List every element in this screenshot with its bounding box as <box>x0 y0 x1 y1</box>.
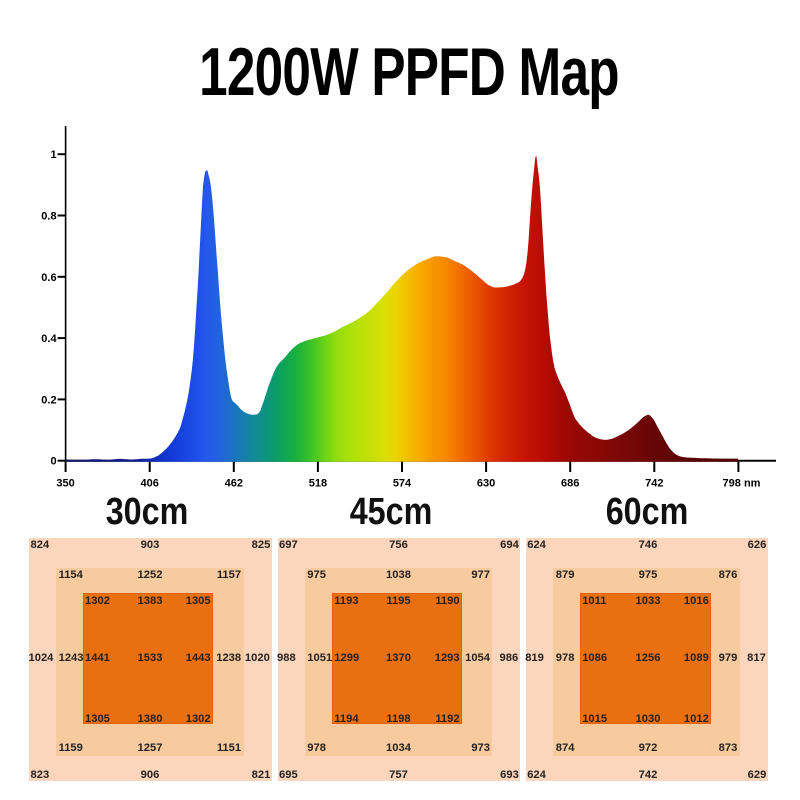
svg-text:574: 574 <box>393 478 412 490</box>
svg-text:798 nm: 798 nm <box>723 478 761 490</box>
svg-text:0.8: 0.8 <box>41 211 56 223</box>
svg-text:350: 350 <box>56 478 74 490</box>
svg-text:742: 742 <box>645 478 663 490</box>
svg-text:0: 0 <box>50 456 56 468</box>
svg-text:0.6: 0.6 <box>41 272 56 284</box>
svg-text:518: 518 <box>309 478 327 490</box>
svg-text:686: 686 <box>561 478 579 490</box>
svg-text:462: 462 <box>225 478 243 490</box>
svg-text:630: 630 <box>477 478 495 490</box>
svg-text:0.4: 0.4 <box>41 333 57 345</box>
svg-text:0.2: 0.2 <box>41 394 56 406</box>
svg-text:1: 1 <box>50 149 56 161</box>
svg-text:406: 406 <box>141 478 159 490</box>
